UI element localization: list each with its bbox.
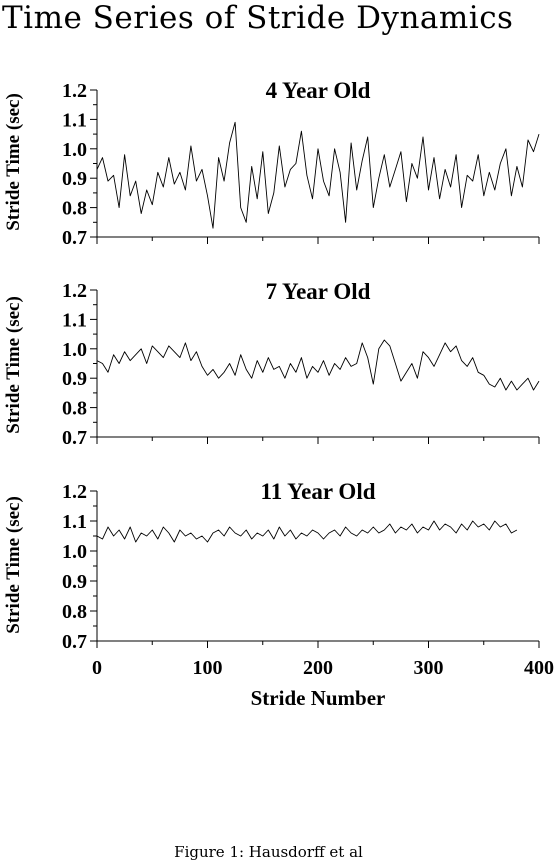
x-tick-label: 100 [193, 657, 223, 679]
panel-title: 4 Year Old [266, 78, 371, 103]
y-tick-label: 1.1 [62, 309, 87, 331]
x-axis-label: Stride Number [251, 686, 386, 710]
y-axis-label: Stride Time (sec) [3, 296, 24, 434]
series-line [96, 121, 540, 229]
y-tick-label: 1.0 [62, 541, 87, 563]
panel-title: 7 Year Old [266, 279, 371, 304]
y-tick-label: 0.8 [62, 198, 87, 220]
series-line [96, 339, 540, 391]
y-axis-label: Stride Time (sec) [3, 496, 24, 634]
y-axis-label: Stride Time (sec) [3, 93, 24, 231]
axes: 0.7 0.8 0.9 1.0 1.1 1.2 0 100 200 300 400 [62, 481, 554, 679]
y-tick-label: 0.9 [62, 571, 87, 593]
panel-4-year-old: 4 Year Old Stride Time (sec) 0.7 0.8 0.9 1.… [3, 78, 540, 249]
x-tick-label: 300 [414, 657, 444, 679]
x-tick-label: 400 [524, 657, 554, 679]
x-tick-label: 0 [92, 657, 102, 679]
y-tick-label: 0.7 [62, 631, 87, 653]
y-tick-label: 1.1 [62, 511, 87, 533]
y-tick-label: 0.7 [62, 227, 87, 249]
panel-7-year-old: 7 Year Old Stride Time (sec) 0.7 0.8 0.9 1.… [3, 279, 540, 449]
y-tick-label: 1.2 [62, 280, 87, 302]
panel-11-year-old: 11 Year Old Stride Time (sec) Stride Num… [3, 479, 554, 710]
y-tick-label: 1.1 [62, 109, 87, 131]
series-layer [96, 339, 540, 391]
y-tick-label: 1.2 [62, 80, 87, 102]
y-tick-label: 0.9 [62, 368, 87, 390]
y-tick-label: 1.0 [62, 339, 87, 361]
y-tick-label: 1.2 [62, 481, 87, 503]
panel-title: 11 Year Old [260, 479, 375, 504]
series-line [96, 520, 518, 543]
y-tick-label: 1.0 [62, 139, 87, 161]
y-tick-label: 0.8 [62, 601, 87, 623]
series-layer [96, 121, 540, 229]
y-tick-label: 0.9 [62, 168, 87, 190]
axes: 0.7 0.8 0.9 1.0 1.1 1.2 [62, 80, 540, 249]
y-tick-label: 0.7 [62, 427, 87, 449]
series-layer [96, 520, 518, 543]
x-tick-label: 200 [303, 657, 333, 679]
y-tick-label: 0.8 [62, 398, 87, 420]
figure-title: Time Series of Stride Dynamics [2, 0, 514, 36]
axes: 0.7 0.8 0.9 1.0 1.1 1.2 [62, 280, 540, 449]
figure-caption: Figure 1: Hausdorff et al [174, 843, 363, 861]
